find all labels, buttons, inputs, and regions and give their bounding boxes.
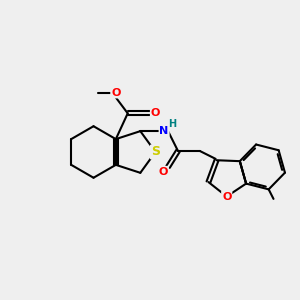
- Text: O: O: [158, 167, 168, 177]
- Text: H: H: [168, 119, 176, 129]
- Text: N: N: [160, 126, 169, 136]
- Text: O: O: [151, 108, 160, 118]
- Text: O: O: [111, 88, 121, 98]
- Text: S: S: [151, 146, 160, 158]
- Text: O: O: [222, 191, 231, 202]
